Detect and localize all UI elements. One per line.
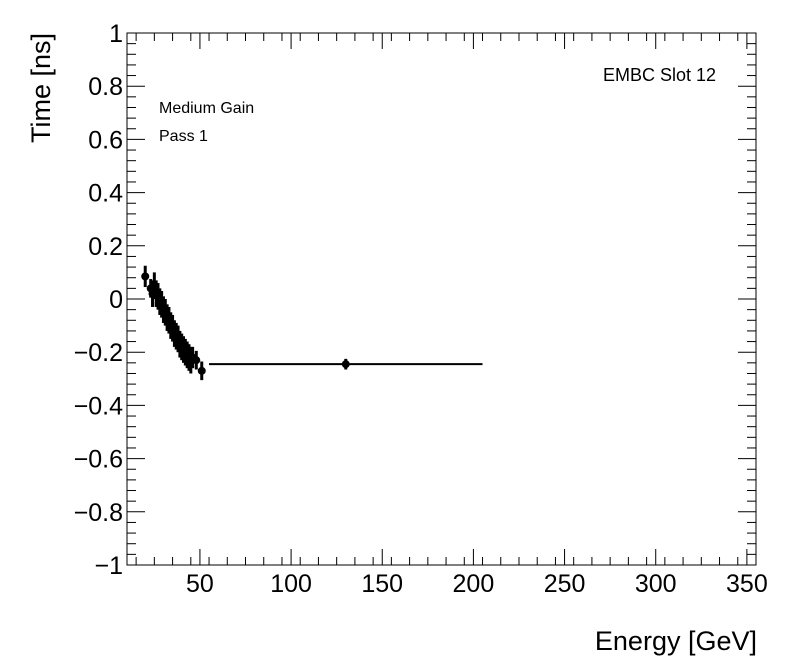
- y-tick-labels: −1 −0.8 −0.6 −0.4 −0.2 0 0.2 0.4 0.6 0.8 1: [74, 20, 123, 580]
- data-point: [197, 361, 206, 381]
- y-tick-label: −0.6: [74, 446, 123, 474]
- x-tick-label: 250: [544, 570, 586, 598]
- data-point: [209, 358, 483, 370]
- x-tick-label: 350: [726, 570, 768, 598]
- y-tick-label: 1: [109, 20, 123, 48]
- axis-ticks: [127, 32, 757, 566]
- x-tick-label: 50: [186, 570, 214, 598]
- y-tick-label: −1: [94, 552, 123, 580]
- point-marker: [197, 366, 206, 375]
- y-axis-label: Time [ns]: [26, 33, 56, 143]
- x-tick-label: 200: [453, 570, 495, 598]
- x-tick-label: 100: [270, 570, 312, 598]
- annotation-gain: Medium Gain: [159, 100, 254, 117]
- point-marker: [192, 356, 201, 365]
- data-point: [192, 350, 201, 370]
- y-tick-label: −0.4: [74, 392, 123, 420]
- x-tick-labels: 50 100 150 200 250 300 350: [186, 570, 768, 598]
- y-tick-label: 0: [109, 286, 123, 314]
- data-point: [141, 265, 150, 288]
- y-tick-label: 0.8: [88, 73, 123, 101]
- y-tick-label: −0.8: [74, 499, 123, 527]
- data-points: [141, 265, 483, 381]
- x-axis-label: Energy [GeV]: [595, 626, 757, 656]
- x-tick-label: 150: [361, 570, 403, 598]
- x-tick-label: 300: [635, 570, 677, 598]
- point-marker: [341, 360, 350, 369]
- y-tick-label: 0.2: [88, 233, 123, 261]
- y-tick-label: −0.2: [74, 339, 123, 367]
- y-tick-label: 0.4: [88, 180, 123, 208]
- y-tick-label: 0.6: [88, 126, 123, 154]
- annotation-pass: Pass 1: [159, 128, 208, 145]
- point-marker: [141, 272, 150, 281]
- annotation-slot: EMBC Slot 12: [603, 65, 716, 85]
